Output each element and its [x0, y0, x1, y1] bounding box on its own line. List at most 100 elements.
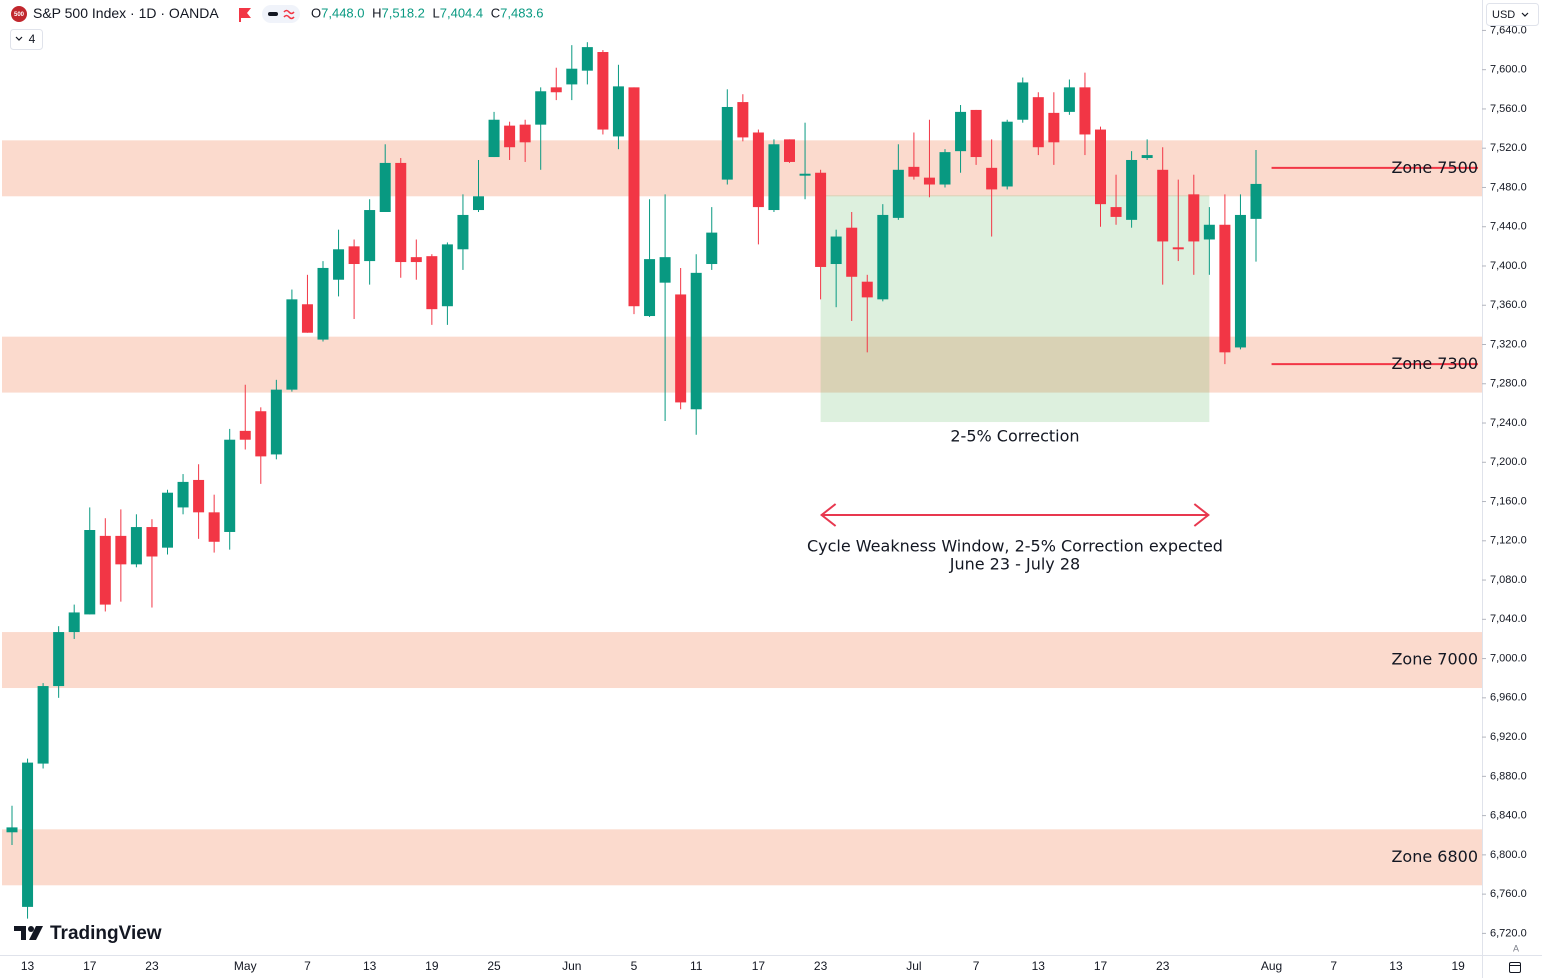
ohlc-key: L: [433, 6, 440, 21]
calendar-icon: [1509, 962, 1521, 973]
ohlc-readout: O7,448.0 H7,518.2 L7,404.4 C7,483.6: [311, 6, 544, 21]
y-tick-label: 7,200.0: [1490, 456, 1527, 468]
y-tick-label: 7,600.0: [1490, 64, 1527, 76]
candle-body: [301, 304, 313, 333]
candle-body: [1188, 194, 1200, 242]
candle-body: [706, 232, 718, 265]
candle-body: [908, 166, 920, 177]
candle-body: [504, 125, 516, 148]
candle-body: [535, 91, 547, 125]
candle-body: [1141, 155, 1153, 159]
x-tick-label: May: [234, 959, 257, 973]
symbol-icon-text: 500: [14, 12, 25, 18]
y-tick-label: 6,920.0: [1490, 731, 1527, 743]
y-tick-label: 7,120.0: [1490, 535, 1527, 547]
candle-body: [1001, 121, 1013, 187]
box-label: 2-5% Correction: [950, 427, 1079, 446]
y-tick-label: 7,520.0: [1490, 142, 1527, 154]
zone: [2, 140, 1482, 197]
candle-body: [1219, 224, 1231, 353]
candle-body: [348, 246, 360, 265]
candle-body: [115, 535, 127, 565]
zone-label: Zone 7300: [1391, 354, 1478, 373]
candle-body: [68, 612, 80, 633]
status-approx: [283, 9, 295, 20]
y-tick-label: 7,000.0: [1490, 652, 1527, 664]
x-tick-label: 17: [83, 959, 97, 973]
flag-icon[interactable]: [239, 8, 251, 22]
y-tick-label: 6,840.0: [1490, 810, 1527, 822]
candle-body: [970, 109, 982, 158]
candle-body: [488, 119, 500, 158]
candle-body: [1250, 183, 1262, 219]
auto-scale[interactable]: A: [1513, 943, 1519, 953]
candle-body: [566, 68, 578, 85]
candle-body: [768, 144, 780, 211]
candle-body: [37, 686, 49, 764]
candle-body: [22, 762, 34, 907]
y-tick-label: 6,880.0: [1490, 770, 1527, 782]
currency-button[interactable]: USD: [1486, 3, 1539, 26]
y-tick-label: 7,080.0: [1490, 574, 1527, 586]
candle-body: [99, 535, 111, 605]
candle-body: [208, 512, 220, 542]
overlay-layer: Zone 7500 Zone 7300 Zone 7000 Zone 6800 2-5%…: [807, 158, 1478, 866]
candle-body: [815, 172, 827, 267]
candle-body: [410, 257, 422, 263]
candle-body: [146, 527, 158, 557]
candle-body: [286, 299, 298, 390]
brand-name: TradingView: [50, 923, 162, 944]
window-label: Cycle Weakness Window, 2-5% Correction e…: [807, 537, 1223, 556]
x-tick-label: Jun: [562, 959, 581, 973]
status-dash: [268, 12, 278, 16]
candle-body: [193, 479, 205, 513]
symbol-icon: [11, 6, 27, 22]
x-tick-label: 13: [363, 959, 377, 973]
candle-body: [1048, 112, 1060, 143]
y-tick-label: 7,160.0: [1490, 495, 1527, 507]
candle-body: [6, 827, 18, 833]
x-tick-label: Jul: [906, 959, 921, 973]
candle-body: [317, 267, 329, 340]
x-tick-label: 13: [1389, 959, 1403, 973]
candle-body: [799, 173, 811, 176]
calendar-button[interactable]: [1509, 962, 1521, 973]
x-tick-label: 19: [1451, 959, 1465, 973]
candle-body: [53, 632, 65, 687]
y-tick-label: 7,320.0: [1490, 338, 1527, 350]
candle-body: [426, 256, 438, 310]
candle-body: [752, 132, 764, 208]
x-tick-label: 23: [814, 959, 828, 973]
x-tick-label: Aug: [1261, 959, 1282, 973]
currency-box[interactable]: [1486, 3, 1539, 26]
brand-logo[interactable]: TradingView: [14, 923, 162, 944]
candle-body: [955, 111, 967, 152]
legend-header: 500 S&P 500 Index · 1D · OANDA O7,448.0 …: [10, 5, 544, 50]
window-label: June 23 - July 28: [949, 555, 1080, 574]
status-pill[interactable]: [262, 5, 300, 23]
candle-body: [861, 281, 873, 298]
ohlc-key: O: [311, 6, 321, 21]
axes-layer: 6,720.0 6,760.0 6,800.0 6,840.0 6,880.0 6,920…: [21, 24, 1527, 973]
logo-mark: [14, 926, 26, 940]
candle-body: [550, 87, 562, 93]
symbol-title[interactable]: S&P 500 Index · 1D · OANDA: [33, 5, 219, 21]
candle-body: [1157, 169, 1169, 242]
x-tick-label: 7: [304, 959, 311, 973]
candle-body: [612, 86, 624, 137]
candle-body: [581, 47, 593, 71]
candle-body: [519, 124, 531, 143]
x-tick-label: 11: [690, 959, 703, 973]
y-tick-label: 7,240.0: [1490, 417, 1527, 429]
y-tick-label: 6,960.0: [1490, 692, 1527, 704]
candle-body: [1032, 97, 1044, 148]
ohlc-key: H: [372, 6, 381, 21]
candle-body: [923, 177, 935, 185]
y-tick-label: 6,720.0: [1490, 927, 1527, 939]
candle-body: [333, 249, 345, 280]
candle-body: [473, 196, 484, 211]
candle-body: [737, 102, 749, 138]
logo-mark: [29, 926, 43, 940]
zone: [2, 829, 1482, 886]
indicator-toggle[interactable]: [10, 29, 43, 50]
